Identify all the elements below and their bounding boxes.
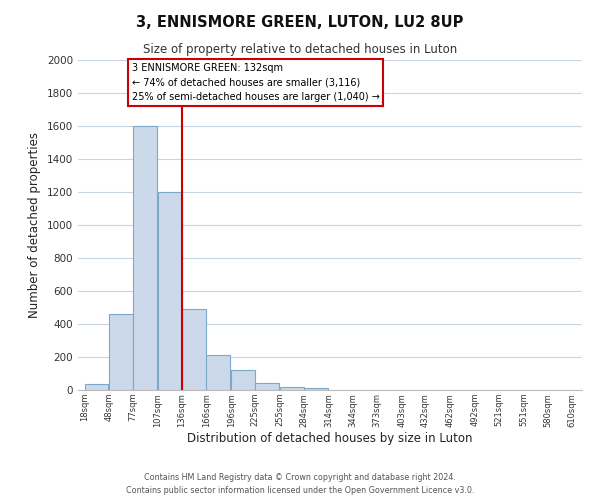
Text: 3 ENNISMORE GREEN: 132sqm
← 74% of detached houses are smaller (3,116)
25% of se: 3 ENNISMORE GREEN: 132sqm ← 74% of detac… bbox=[131, 64, 379, 102]
Bar bbox=[109, 314, 133, 390]
X-axis label: Distribution of detached houses by size in Luton: Distribution of detached houses by size … bbox=[187, 432, 473, 446]
Y-axis label: Number of detached properties: Number of detached properties bbox=[28, 132, 41, 318]
Bar bbox=[133, 126, 157, 390]
Bar bbox=[85, 384, 109, 390]
Text: Contains HM Land Registry data © Crown copyright and database right 2024.
Contai: Contains HM Land Registry data © Crown c… bbox=[126, 473, 474, 495]
Bar bbox=[231, 370, 255, 390]
Bar bbox=[158, 192, 182, 390]
Bar bbox=[255, 382, 279, 390]
Bar bbox=[280, 386, 304, 390]
Text: 3, ENNISMORE GREEN, LUTON, LU2 8UP: 3, ENNISMORE GREEN, LUTON, LU2 8UP bbox=[136, 15, 464, 30]
Bar bbox=[206, 356, 230, 390]
Bar bbox=[304, 388, 328, 390]
Text: Size of property relative to detached houses in Luton: Size of property relative to detached ho… bbox=[143, 42, 457, 56]
Bar bbox=[182, 309, 206, 390]
